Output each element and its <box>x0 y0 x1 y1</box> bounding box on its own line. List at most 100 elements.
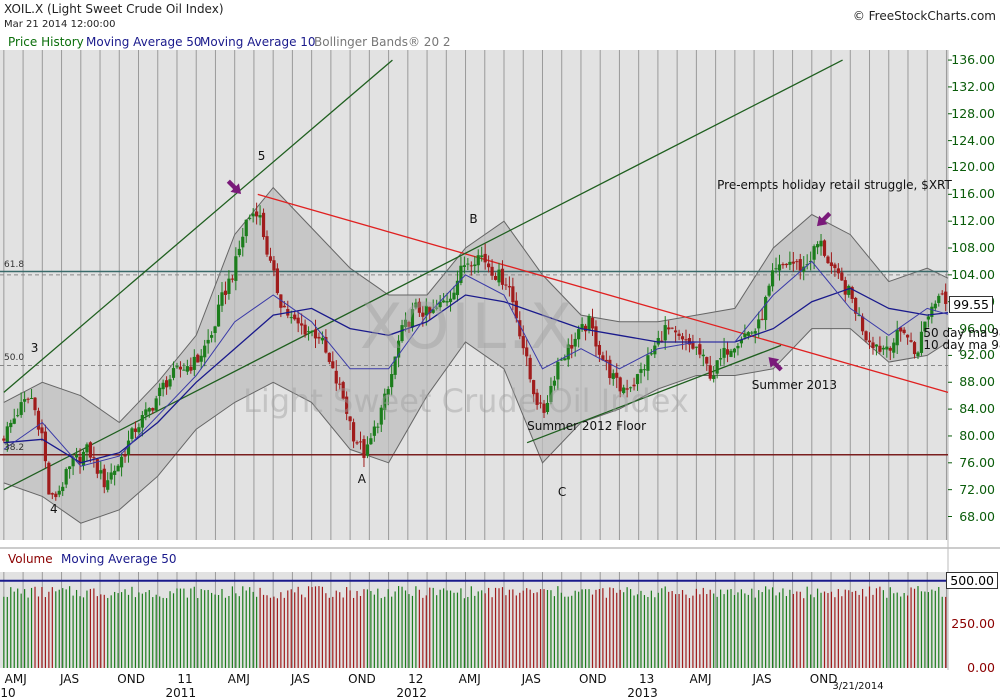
volume-legend-item[interactable]: Volume <box>8 552 53 566</box>
candle-body <box>680 336 685 340</box>
candle-body <box>19 402 23 415</box>
candle-body <box>764 296 768 321</box>
candle-body <box>272 260 276 271</box>
annotation: 4 <box>50 501 58 516</box>
candle-body <box>213 326 217 334</box>
candle-body <box>528 357 532 380</box>
candle-body <box>812 246 816 260</box>
candle-body <box>809 260 813 262</box>
candle-body <box>265 236 269 255</box>
candle-body <box>587 315 591 331</box>
candle-body <box>324 336 328 353</box>
candle-body <box>251 213 255 217</box>
candle-body <box>819 240 823 247</box>
bollinger-lower-line <box>3 328 949 524</box>
price-tick-label: 136.00 <box>951 52 995 68</box>
legend-item[interactable]: Price History <box>8 35 84 49</box>
moving-average-50-line <box>3 287 949 464</box>
chart-date: Mar 21 2014 12:00:00 <box>4 19 116 30</box>
candle-body <box>573 338 577 347</box>
annotation: C <box>557 485 567 499</box>
candle-body <box>538 402 543 404</box>
candle-body <box>424 305 428 316</box>
candle-body <box>320 337 325 341</box>
candle-body <box>268 256 273 261</box>
candle-body <box>2 438 6 441</box>
candle-body <box>611 373 615 379</box>
candle-body <box>355 442 359 444</box>
annotation: 50 day ma 98.38 <box>923 325 1000 340</box>
candle-body <box>376 426 380 428</box>
volume-legend-item[interactable]: Moving Average 50 <box>61 552 177 566</box>
candle-body <box>850 287 854 299</box>
annotation: B <box>469 211 478 226</box>
candle-body <box>154 398 158 411</box>
candle-body <box>743 333 747 338</box>
candle-body <box>88 442 93 458</box>
price-tick-label: 112.00 <box>951 213 995 229</box>
x-year-label: 10 <box>0 686 16 700</box>
candle-body <box>566 344 570 360</box>
candle-body <box>462 265 466 267</box>
candle-body <box>310 330 314 333</box>
candle-body <box>480 255 484 257</box>
candle-body <box>739 339 743 344</box>
candle-body <box>123 455 127 457</box>
candle-body <box>23 399 27 402</box>
candle-body <box>836 268 840 274</box>
legend-item[interactable]: Moving Average 10 <box>200 35 316 49</box>
candle-body <box>466 263 470 265</box>
legend-item[interactable]: Bollinger Bands® 20 2 <box>314 35 451 49</box>
x-month-label: OND <box>809 672 838 686</box>
legend-item[interactable]: Moving Average 50 <box>86 35 202 49</box>
x-year-label: 2012 <box>396 686 427 700</box>
x-end-date: 3/21/2014 <box>832 681 884 692</box>
candle-body <box>327 352 331 362</box>
candle-body <box>140 415 144 428</box>
annotation: 3 <box>30 340 39 355</box>
candle-body <box>705 357 709 364</box>
candle-body <box>99 470 103 474</box>
candle-body <box>815 244 820 248</box>
candle-body <box>667 327 671 330</box>
price-tick-label: 84.00 <box>959 401 995 417</box>
candle-body <box>400 325 404 342</box>
candle-body <box>386 388 390 395</box>
candle-body <box>185 366 189 372</box>
x-month-label: OND <box>117 672 145 686</box>
arrow-head <box>230 183 242 194</box>
trend-line-channel-upper <box>3 59 393 393</box>
candle-body <box>189 366 193 371</box>
x-month-label: OND <box>578 672 607 686</box>
candle-body <box>203 345 207 358</box>
candle-body <box>293 314 297 320</box>
candle-body <box>542 403 546 413</box>
candle-body <box>175 366 179 368</box>
candle-body <box>933 303 937 309</box>
candle-body <box>937 295 941 303</box>
candle-body <box>296 317 300 324</box>
candle-body <box>171 368 176 378</box>
candle-body <box>428 306 432 314</box>
candle-body <box>854 297 858 314</box>
price-tick-label: 68.00 <box>959 508 995 524</box>
candle-body <box>126 440 131 455</box>
candle-body <box>722 347 726 358</box>
candle-body <box>774 268 778 270</box>
candle-body <box>241 236 245 248</box>
price-tick-label: 80.00 <box>959 427 995 443</box>
candle-body <box>116 465 120 472</box>
moving-average-10-line <box>3 260 949 467</box>
candle-body <box>635 374 640 385</box>
candle-body <box>216 304 221 327</box>
candle-body <box>473 264 477 267</box>
candle-body <box>383 393 387 411</box>
candle-body <box>303 324 307 335</box>
candle-body <box>365 444 370 456</box>
annotation: 5 <box>257 149 266 164</box>
candle-body <box>445 301 449 303</box>
annotation: A <box>357 471 367 486</box>
candle-body <box>227 278 231 294</box>
watermark-symbol: XOIL.X <box>360 290 575 363</box>
candle-body <box>435 307 439 309</box>
